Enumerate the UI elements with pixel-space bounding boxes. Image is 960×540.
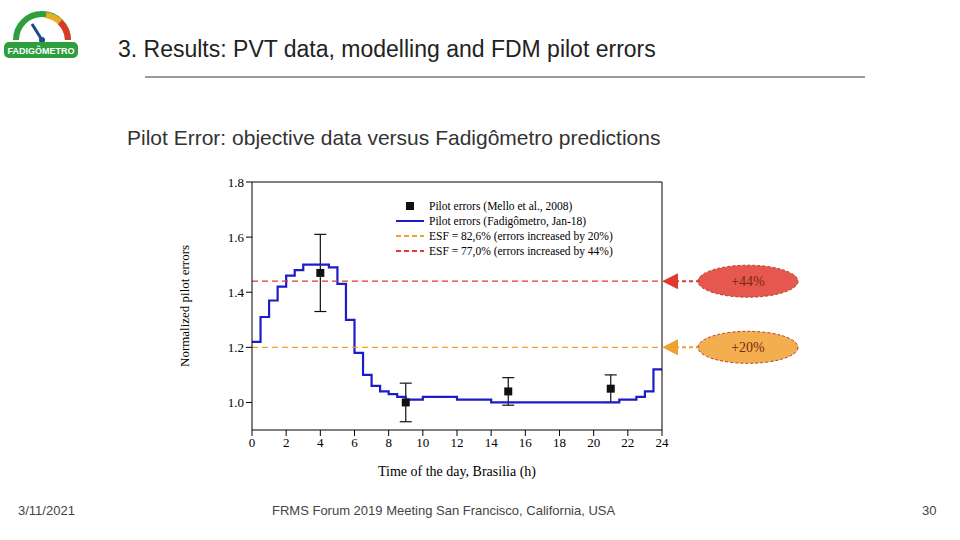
svg-text:18: 18 <box>553 435 566 450</box>
svg-text:1.8: 1.8 <box>228 175 244 190</box>
svg-text:+44%: +44% <box>731 274 765 289</box>
svg-text:10: 10 <box>416 435 429 450</box>
svg-text:16: 16 <box>519 435 533 450</box>
html-text:3/11/2021: 3/11/2021 <box>18 503 75 518</box>
svg-text:14: 14 <box>485 435 499 450</box>
html-text:Pilot errors (Fadigômetro, Jan: Pilot errors (Fadigômetro, Jan-18) <box>429 214 587 227</box>
svg-text:8: 8 <box>385 435 392 450</box>
svg-text:2: 2 <box>283 435 290 450</box>
svg-text:12: 12 <box>451 435 464 450</box>
svg-text:4: 4 <box>317 435 324 450</box>
svg-text:+20%: +20% <box>731 340 765 355</box>
html-text:Pilot errors (Mello et al., 20: Pilot errors (Mello et al., 2008) <box>429 199 573 212</box>
svg-text:1.0: 1.0 <box>228 395 244 410</box>
html-text:ESF = 77,0% (errors increased: ESF = 77,0% (errors increased by 44%) <box>429 244 613 257</box>
svg-text:1.4: 1.4 <box>228 285 245 300</box>
html-text:30: 30 <box>922 503 937 518</box>
svg-text:22: 22 <box>621 435 634 450</box>
svg-text:0: 0 <box>249 435 256 450</box>
html-text:3. Results: PVT data, modellin: 3. Results: PVT data, modelling and FDM … <box>118 36 656 62</box>
svg-text:1.6: 1.6 <box>228 230 245 245</box>
html-text:Pilot Error: objective data ve: Pilot Error: objective data versus Fadig… <box>127 126 661 149</box>
svg-text:24: 24 <box>656 435 670 450</box>
svg-text:1.2: 1.2 <box>228 340 244 355</box>
html-text:ESF = 82,6% (errors increased: ESF = 82,6% (errors increased by 20%) <box>429 229 613 242</box>
html-text:FRMS Forum 2019 Meeting San Fr: FRMS Forum 2019 Meeting San Francisco, C… <box>272 503 616 518</box>
svg-text:6: 6 <box>351 435 358 450</box>
svg-text:Time of the day, Brasilia (h): Time of the day, Brasilia (h) <box>378 464 536 480</box>
svg-text:Normalized pilot errors: Normalized pilot errors <box>180 245 192 367</box>
svg-text:20: 20 <box>587 435 600 450</box>
svg-text:FADIGÔMETRO: FADIGÔMETRO <box>8 45 75 56</box>
